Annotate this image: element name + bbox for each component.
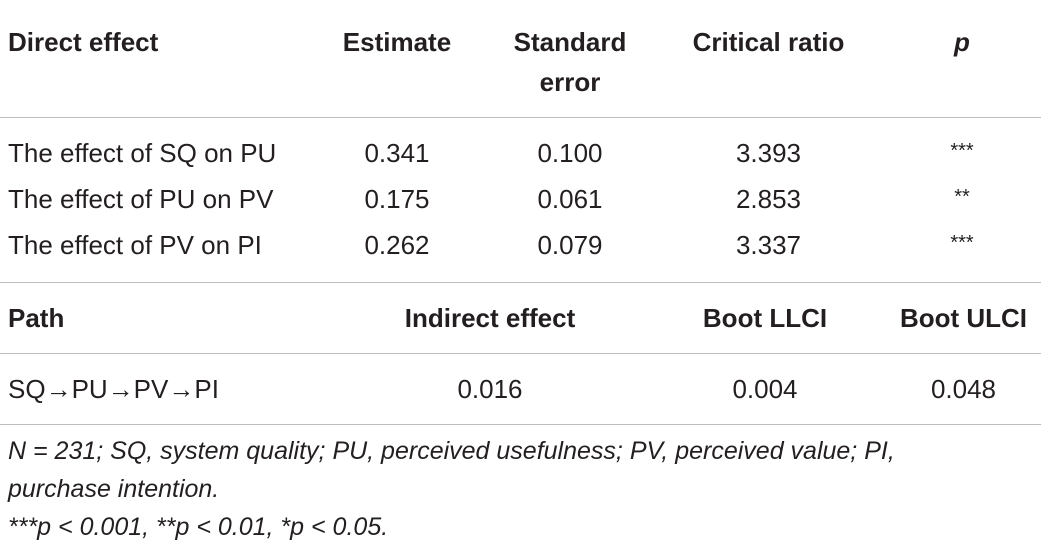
footnote-line-1: N = 231; SQ, system quality; PU, perceiv… — [8, 437, 895, 465]
indirect-header-divider — [0, 353, 1041, 354]
estimate-value: 0.341 — [364, 138, 430, 168]
llci-value: 0.004 — [732, 374, 798, 404]
header-critical-ratio: Critical ratio — [692, 27, 845, 57]
estimate-value: 0.175 — [364, 184, 430, 214]
header-path: Path — [8, 303, 65, 333]
p-value: *** — [950, 140, 974, 162]
se-value: 0.079 — [537, 230, 603, 260]
effect-label: The effect of SQ on PU — [8, 138, 277, 168]
header-boot-ulci: Boot ULCI — [899, 303, 1028, 333]
section-divider — [0, 282, 1041, 283]
cr-value: 3.393 — [735, 138, 802, 168]
footnote-line-2: purchase intention. — [8, 475, 220, 503]
ulci-value: 0.048 — [930, 374, 997, 404]
se-value: 0.061 — [537, 184, 603, 214]
indirect-value: 0.016 — [457, 374, 523, 404]
se-value: 0.100 — [537, 138, 603, 168]
header-boot-llci: Boot LLCI — [702, 303, 828, 333]
effect-label: The effect of PU on PV — [8, 184, 274, 214]
footer-divider — [0, 424, 1041, 425]
header-divider — [0, 117, 1041, 118]
header-p: p — [954, 27, 970, 57]
cr-value: 3.337 — [735, 230, 802, 260]
effect-label: The effect of PV on PI — [8, 230, 262, 260]
footnote-line-3: ***p < 0.001, **p < 0.01, *p < 0.05. — [8, 513, 389, 541]
cr-value: 2.853 — [735, 184, 802, 214]
header-standard-error-line2: error — [539, 67, 601, 97]
header-direct-effect: Direct effect — [8, 27, 159, 57]
header-estimate: Estimate — [342, 27, 452, 57]
p-value: *** — [950, 232, 974, 254]
p-value: ** — [954, 186, 970, 208]
path-label: SQ→PU→PV→PI — [8, 374, 219, 404]
header-standard-error-line1: Standard — [513, 27, 627, 57]
estimate-value: 0.262 — [364, 230, 430, 260]
header-indirect-effect: Indirect effect — [404, 303, 576, 333]
